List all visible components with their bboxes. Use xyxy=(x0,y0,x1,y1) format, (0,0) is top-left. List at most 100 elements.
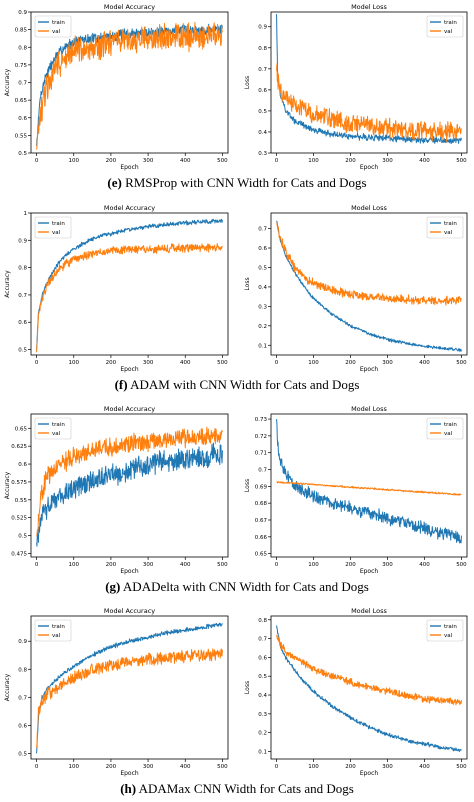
panel-4-ytick-label: 0.2 xyxy=(258,324,267,330)
panel-3-val-line xyxy=(36,243,223,353)
panel-1-legend-box xyxy=(34,15,72,38)
panel-4-ylabel: Loss xyxy=(244,277,251,290)
panel-6-title: Model Loss xyxy=(351,405,387,413)
panel-3-legend: train val xyxy=(34,216,72,239)
panel-7-title: Model Accuracy xyxy=(104,607,155,615)
panel-6-xtick-label: 200 xyxy=(345,562,356,568)
panel-8-xtick-label: 400 xyxy=(419,764,430,770)
panel-2-xtick-label: 400 xyxy=(419,158,430,164)
panel-7-xtick-label: 100 xyxy=(68,764,79,770)
caption-e-text: RMSProp with CNN Width for Cats and Dogs xyxy=(121,175,367,190)
panel-4-frame xyxy=(270,212,468,356)
panel-1-xlabel: Epoch xyxy=(120,164,139,171)
panel-5-ytick-label: 0.475 xyxy=(11,551,27,557)
panel-3-legend-label-val: val xyxy=(52,230,61,236)
panel-5-legend-box xyxy=(34,417,72,440)
panel-3-ytick-label: 0.5 xyxy=(18,348,27,354)
panel-5-legend-label-val: val xyxy=(52,431,61,437)
panel-5-ytick-label: 0.5 xyxy=(18,534,27,540)
panel-1-ytick-label: 0.75 xyxy=(15,63,28,69)
panel-4-xtick-label: 200 xyxy=(345,360,356,366)
panel-5-xlabel: Epoch xyxy=(120,568,139,575)
panel-4-ytick-label: 0.3 xyxy=(258,304,267,310)
panel-4-xtick-label: 100 xyxy=(308,360,319,366)
panel-1-xtick-label: 200 xyxy=(106,158,117,164)
panel-2-xtick-label: 500 xyxy=(456,158,467,164)
caption-h-text: ADAMax CNN Width for Cats and Dogs xyxy=(136,781,354,796)
panel-5-legend-label-train: train xyxy=(52,422,65,428)
panel-8-xtick-label: 100 xyxy=(308,764,319,770)
panel-8-title: Model Loss xyxy=(351,607,387,615)
panel-4: Model Loss 0 100 200 300 400 500 Epoch 0.1 0.2 0.3… xyxy=(244,204,468,373)
panel-7-train-line xyxy=(36,622,223,754)
panel-2-ytick-label: 0.7 xyxy=(258,67,267,73)
panel-8-xtick-label: 0 xyxy=(275,764,279,770)
panel-8-legend-box xyxy=(426,619,464,642)
panel-8-ytick-label: 0.7 xyxy=(258,637,267,643)
panel-4-xtick-label: 500 xyxy=(456,360,467,366)
panel-7-xlabel: Epoch xyxy=(120,770,139,777)
panel-4-ytick-label: 0.5 xyxy=(258,265,267,271)
panel-3-xlabel: Epoch xyxy=(120,366,139,373)
panel-6-xtick-label: 100 xyxy=(308,562,319,568)
caption-g: (g) ADADelta with CNN Width for Cats and… xyxy=(0,579,474,595)
panel-8-train-line xyxy=(276,625,462,752)
panel-5-legend: train val xyxy=(34,417,72,440)
panel-2-xlabel: Epoch xyxy=(360,164,379,171)
panel-8-ytick-label: 0.1 xyxy=(258,749,267,755)
panel-7-frame xyxy=(30,615,229,760)
panel-4-legend-box xyxy=(426,216,464,239)
panel-1-title: Model Accuracy xyxy=(104,3,155,11)
panel-2-ytick-label: 0.6 xyxy=(258,88,267,94)
panel-7-xtick-label: 500 xyxy=(217,764,228,770)
panel-6-legend-label-val: val xyxy=(444,431,453,437)
panel-1-xtick-label: 500 xyxy=(217,158,228,164)
panel-3-frame xyxy=(30,212,229,356)
panel-2-ytick-label: 0.5 xyxy=(258,109,267,115)
panel-7-legend: train val xyxy=(34,619,72,642)
panel-7-ytick-label: 0.9 xyxy=(18,639,27,645)
panel-5-xtick-label: 400 xyxy=(180,562,191,568)
panel-1-legend-label-val: val xyxy=(52,29,61,35)
panel-8-xlabel: Epoch xyxy=(360,770,379,777)
panel-3-xtick-label: 0 xyxy=(35,360,39,366)
panel-8-xtick-label: 500 xyxy=(456,764,467,770)
panel-3-legend-label-train: train xyxy=(52,221,65,227)
caption-e: (e) RMSProp with CNN Width for Cats and … xyxy=(0,175,474,191)
panel-5-ytick-label: 0.55 xyxy=(15,498,28,504)
panel-3-ytick-label: 0.6 xyxy=(18,320,27,326)
panel-6-legend-box xyxy=(426,417,464,440)
panel-6-xlabel: Epoch xyxy=(360,568,379,575)
panel-3-xtick-label: 100 xyxy=(68,360,79,366)
panel-8: Model Loss 0 100 200 300 400 500 Epoch 0.1 0.2 0.3… xyxy=(244,607,468,777)
panel-7-xtick-label: 200 xyxy=(106,764,117,770)
panel-8-legend-label-train: train xyxy=(444,624,457,630)
panel-1-train-line xyxy=(36,23,223,146)
panel-8-ytick-label: 0.3 xyxy=(258,712,267,718)
panel-6-legend-label-train: train xyxy=(444,422,457,428)
panel-5-ylabel: Accuracy xyxy=(4,471,11,499)
panel-3-train-line xyxy=(36,218,223,350)
panel-2-xtick-label: 300 xyxy=(382,158,393,164)
panel-5-frame xyxy=(30,413,229,558)
panel-7-ytick-label: 0.6 xyxy=(18,723,27,729)
panel-8-legend-label-val: val xyxy=(444,633,453,639)
panel-2-xtick-label: 0 xyxy=(275,158,279,164)
caption-g-text: ADADelta with CNN Width for Cats and Dog… xyxy=(120,579,369,594)
panel-8-legend: train val xyxy=(426,619,464,642)
panel-2-ytick-label: 0.3 xyxy=(258,151,267,157)
panel-3-ytick-label: 0.8 xyxy=(18,266,27,272)
panel-2-frame xyxy=(270,11,468,154)
panel-2-ytick-label: 0.4 xyxy=(258,130,267,136)
panel-7-val-line xyxy=(36,648,223,748)
panel-6-legend: train val xyxy=(426,417,464,440)
panel-2-ytick-label: 0.8 xyxy=(258,46,267,52)
panel-1-legend-label-train: train xyxy=(52,20,65,26)
panel-1-ytick-label: 0.5 xyxy=(18,151,27,157)
panel-6-xtick-label: 300 xyxy=(382,562,393,568)
panel-4-ytick-label: 0.6 xyxy=(258,246,267,252)
panel-7-legend-label-val: val xyxy=(52,633,61,639)
panel-3: Model Accuracy 0 100 200 300 400 500 Epoch 0.5 0.… xyxy=(4,204,229,373)
panel-1-legend: train val xyxy=(34,15,72,38)
panel-7-xtick-label: 400 xyxy=(180,764,191,770)
